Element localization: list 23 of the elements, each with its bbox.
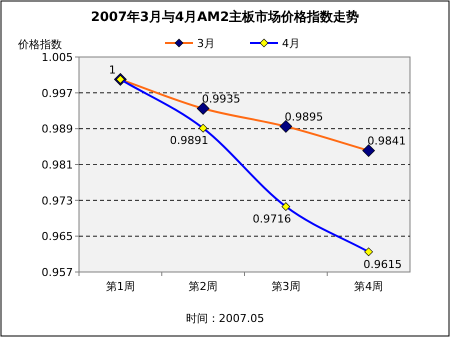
data-label: 0.9841 [367,134,406,148]
y-axis-title: 价格指数 [17,38,62,51]
legend-label: 3月 [197,37,215,50]
y-tick-label: 0.997 [42,86,73,100]
data-label: 0.9891 [170,134,208,148]
y-tick-label: 0.989 [42,122,73,136]
y-tick-label: 0.957 [42,266,73,279]
data-label: 0.9895 [284,110,324,124]
x-tick-label: 第3周 [271,280,300,293]
data-label: 1 [108,63,116,76]
text: 时间：2007.05 [186,312,264,325]
data-label: 0.9615 [363,258,402,271]
y-tick-label: 0.965 [42,230,73,244]
y-tick-label: 0.973 [42,194,73,208]
x-tick-label: 第2周 [188,280,218,293]
y-tick-label: 0.981 [42,158,73,172]
legend-label: 4月 [282,37,300,50]
chart-title: 2007年3月与4月AM2主板市场价格指数走势 [90,9,360,25]
data-label: 0.9935 [202,92,240,106]
x-tick-label: 第4周 [354,280,384,293]
y-tick-label: 1.005 [42,51,73,64]
data-label: 0.9716 [252,212,292,226]
x-tick-label: 第1周 [106,280,135,293]
